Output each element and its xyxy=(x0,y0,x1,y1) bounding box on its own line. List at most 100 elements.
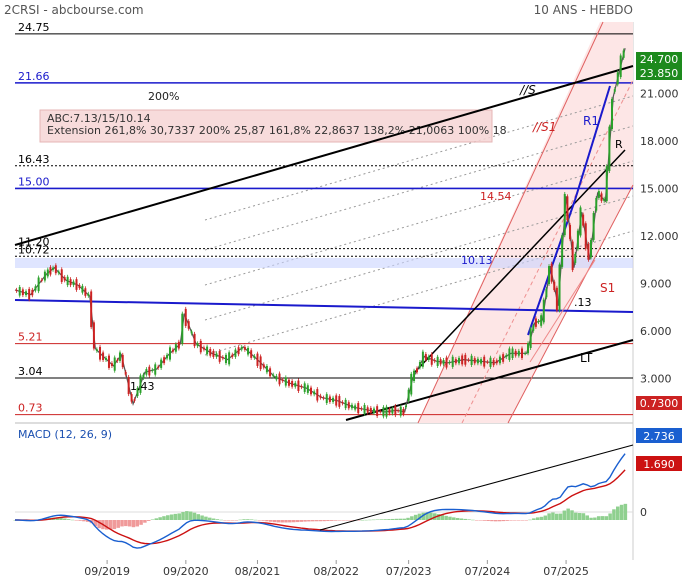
candle-body xyxy=(107,355,110,368)
candle-body xyxy=(357,403,360,414)
macd-hist-bar xyxy=(253,519,258,521)
macd-hist-bar xyxy=(310,520,315,522)
s1-line xyxy=(529,259,596,363)
price-y-ticks: 3.000 6.000 9.000 12.000 15.000 18.000 21.000 xyxy=(640,87,679,385)
macd-hist-bar xyxy=(364,519,368,521)
candle-body xyxy=(388,409,391,414)
macd-hist-bar xyxy=(219,519,223,521)
candle-body xyxy=(508,348,511,360)
macd-hist-bar xyxy=(162,516,166,520)
candle-body xyxy=(366,407,369,413)
macd-hist-bar xyxy=(265,520,269,522)
macd-hist-bar xyxy=(276,520,281,523)
macd-hist-bar xyxy=(554,513,559,520)
candle-body xyxy=(166,354,169,359)
macd-hist-bar xyxy=(188,511,193,520)
candle-body xyxy=(529,328,532,348)
macd-hist-bar xyxy=(55,517,59,520)
candle-body xyxy=(344,399,347,409)
candle-body xyxy=(611,98,614,129)
label-lt: LT xyxy=(580,351,593,365)
label-14-54: 14.54 xyxy=(480,190,512,203)
candle-body xyxy=(228,352,231,365)
highlight-band xyxy=(15,258,633,268)
trendline-s xyxy=(14,65,634,246)
macd-hist-bar xyxy=(436,514,441,520)
candle-body xyxy=(272,374,275,377)
candle-body xyxy=(498,356,501,364)
candle-body xyxy=(303,383,306,392)
macd-hist-bar xyxy=(589,517,593,520)
candle-body xyxy=(563,193,566,236)
macd-hist-bar xyxy=(322,520,326,522)
badge-low-bg xyxy=(636,396,682,410)
macd-hist-bar xyxy=(371,519,376,521)
macd-hist-bar xyxy=(97,520,101,529)
candle-body xyxy=(532,325,535,331)
candle-body xyxy=(332,397,335,402)
macd-hist-bar xyxy=(459,518,464,520)
candle-body xyxy=(87,293,90,296)
macd-hist-bar xyxy=(406,517,410,520)
candle-body xyxy=(25,291,28,296)
candle-body xyxy=(92,322,95,349)
candle-body xyxy=(265,365,268,373)
candle-body xyxy=(548,266,551,285)
fib-dashed-line-0 xyxy=(204,95,634,221)
candle-body xyxy=(269,368,272,377)
macd-hist-bar xyxy=(417,513,422,520)
candle-body xyxy=(476,358,479,364)
candle-body xyxy=(218,351,221,362)
macd-hist-bar xyxy=(314,520,319,522)
candle-body xyxy=(262,364,265,368)
candle-body xyxy=(78,285,81,288)
candle-body xyxy=(448,362,451,364)
x-tick-5: 07/2024 xyxy=(465,565,511,578)
candle-body xyxy=(133,399,136,401)
candle-body xyxy=(495,360,498,364)
macd-hist-bar xyxy=(558,513,563,520)
macd-hist-bar xyxy=(467,519,471,520)
macd-hist-bar xyxy=(379,519,384,520)
badge-macd: 2.736 xyxy=(643,430,675,443)
level-label-1: 21.66 xyxy=(18,70,50,83)
candle-body xyxy=(63,277,66,281)
candle-body xyxy=(139,375,142,393)
candle-body xyxy=(105,358,108,360)
macd-hist-bar xyxy=(577,513,582,520)
macd-hist-bar xyxy=(490,520,494,522)
level-label-7: 3.04 xyxy=(18,365,43,378)
candle-body xyxy=(608,126,611,171)
badge-high-bg xyxy=(636,52,682,66)
macd-hist-bar xyxy=(524,520,528,521)
label-s1: S1 xyxy=(600,281,615,295)
y-tick-4: 15.000 xyxy=(640,182,679,195)
macd-hist-bar xyxy=(158,517,162,520)
macd-hist-bar xyxy=(166,515,170,520)
candle-body xyxy=(202,347,205,350)
candle-body xyxy=(442,359,445,365)
macd-hist-bar xyxy=(280,520,284,523)
macd-hist-bar xyxy=(63,518,67,520)
candle-body xyxy=(470,355,473,365)
macd-hist-bar xyxy=(192,512,197,520)
badge-macd-bg xyxy=(636,428,682,443)
macd-hist-bar xyxy=(238,519,242,521)
macd-hist-bar xyxy=(391,518,395,520)
macd-hist-bar xyxy=(497,520,502,522)
candle-body xyxy=(382,407,385,417)
candle-body xyxy=(206,346,209,355)
candle-body xyxy=(37,277,40,292)
candle-body xyxy=(511,348,514,359)
macd-hist-bar xyxy=(299,520,303,522)
candle-body xyxy=(385,406,388,417)
x-tick-3: 08/2022 xyxy=(313,565,359,578)
candle-body xyxy=(369,407,372,414)
candle-body xyxy=(454,359,457,364)
macd-hist-bar xyxy=(528,519,532,521)
macd-hist-bar xyxy=(478,520,483,521)
macd-hist-bar xyxy=(562,510,567,520)
candle-body xyxy=(234,349,237,357)
macd-hist-bar xyxy=(574,512,578,520)
candle-body xyxy=(224,354,227,364)
